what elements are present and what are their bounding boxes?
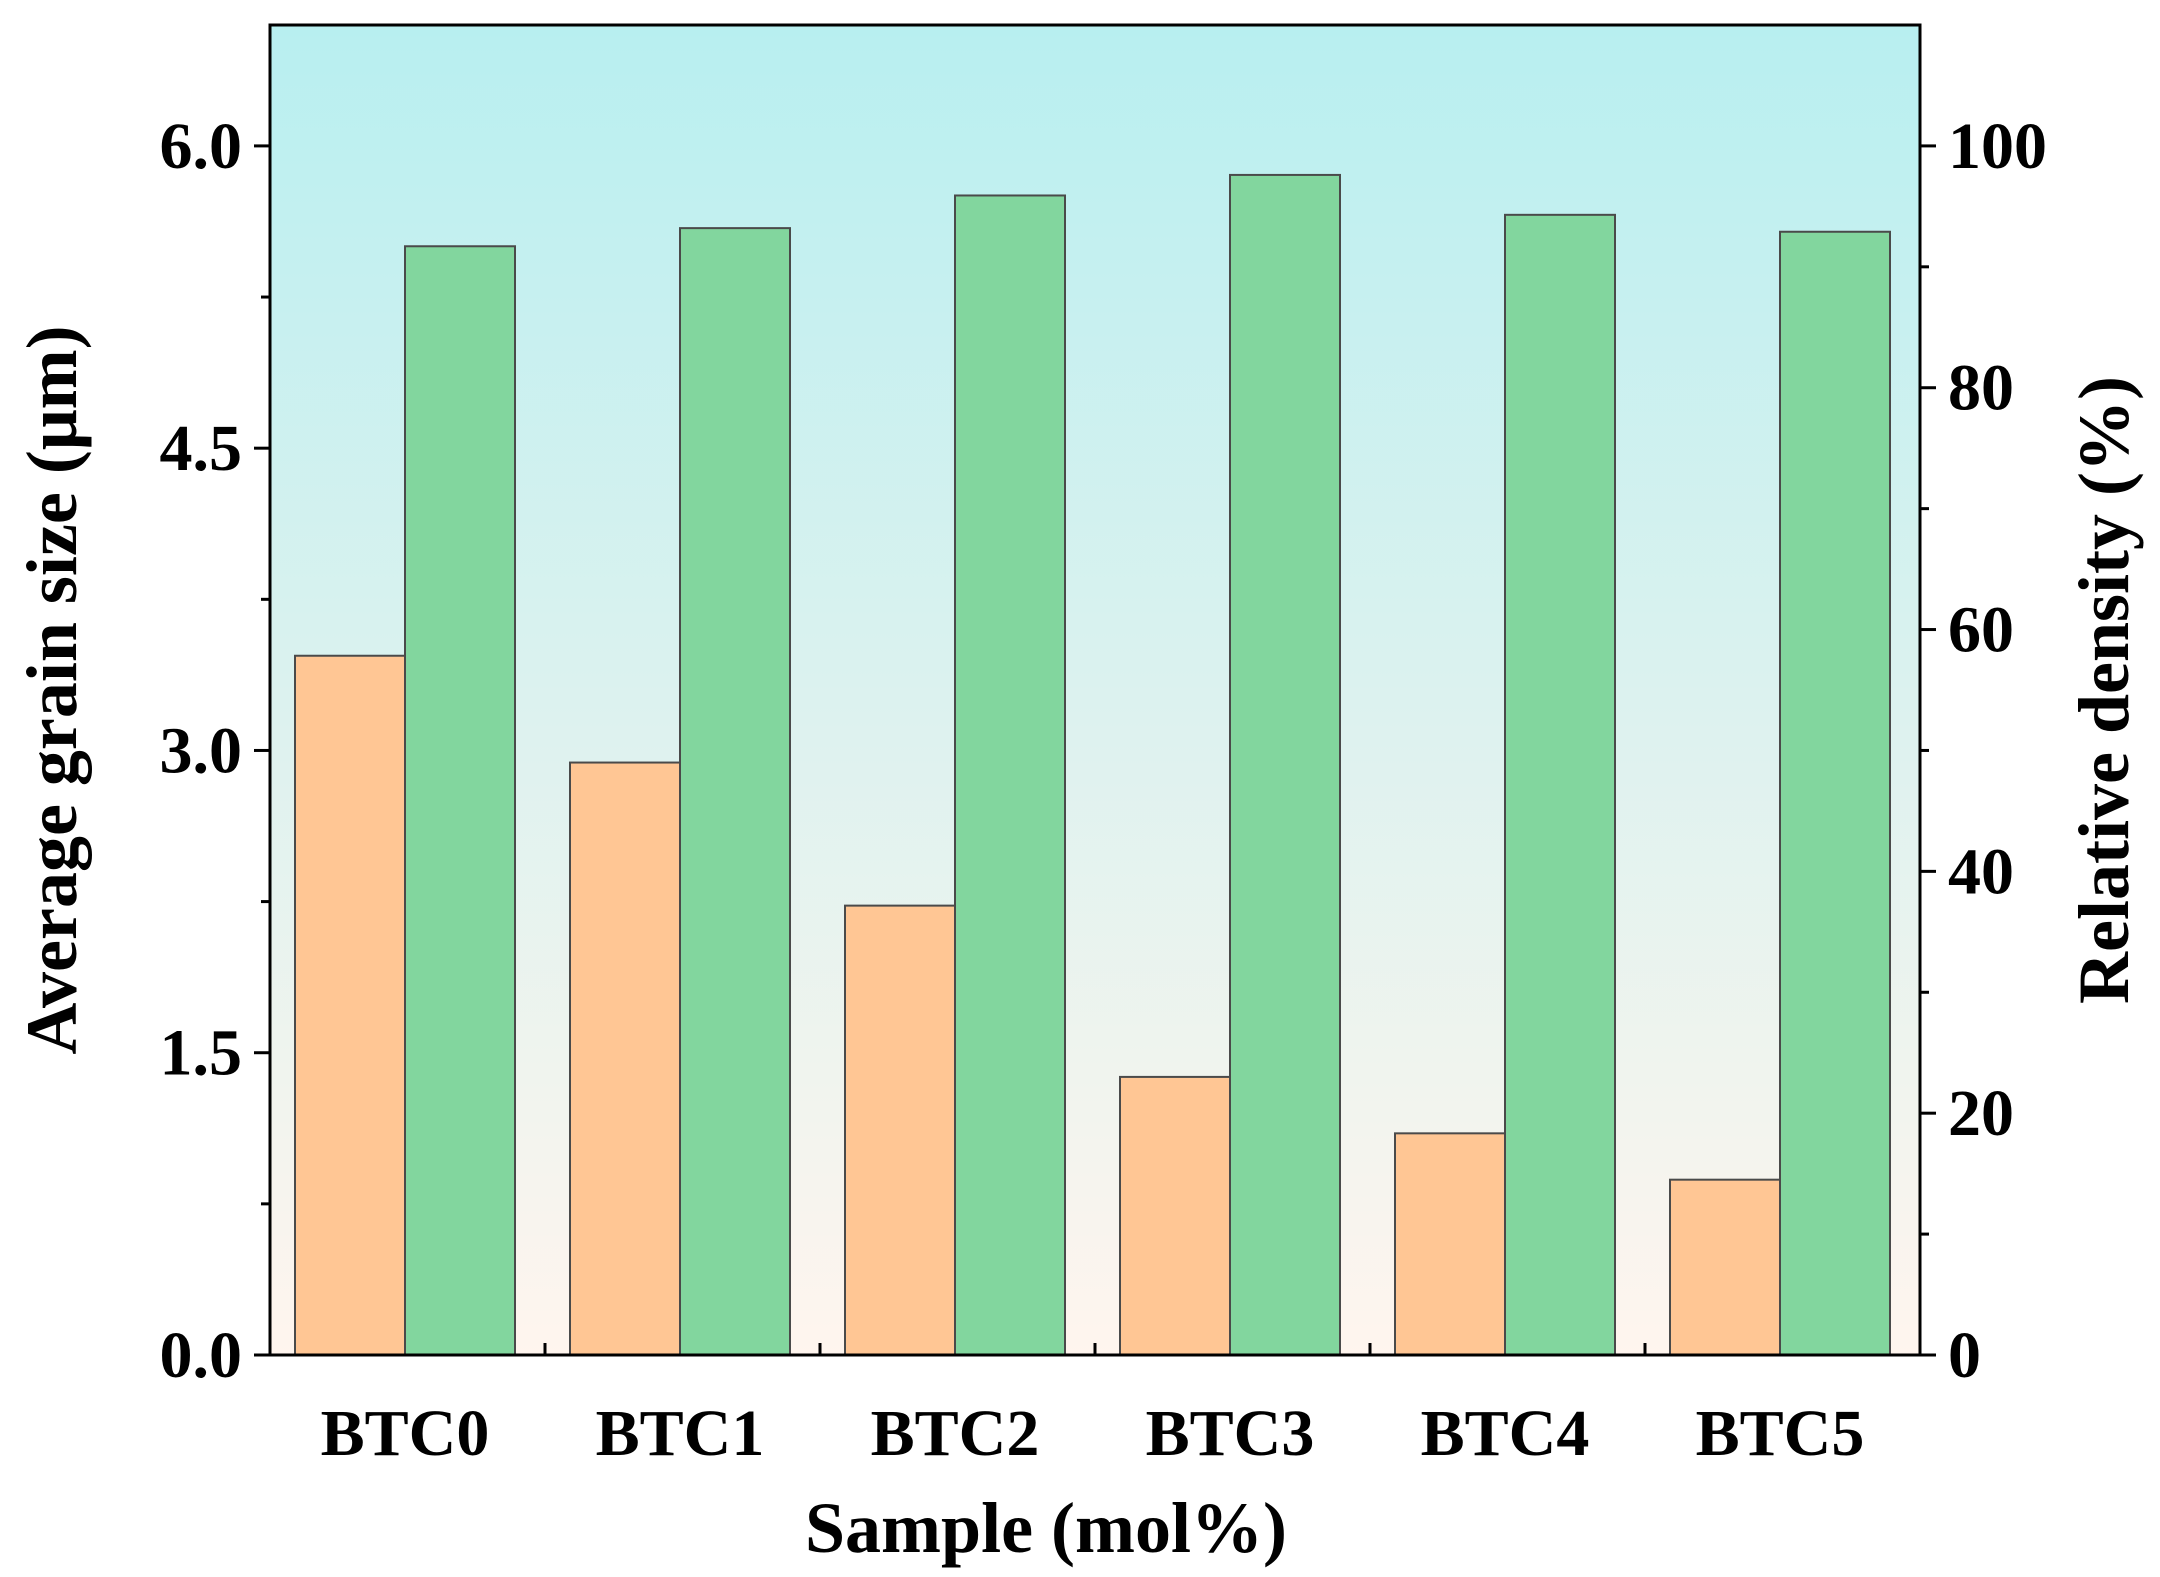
right-y-tick-label: 100 bbox=[1948, 110, 2047, 183]
left-y-tick-label: 1.5 bbox=[160, 1017, 243, 1090]
left-y-tick-label: 0.0 bbox=[160, 1319, 243, 1392]
right-y-tick-label: 60 bbox=[1948, 594, 2014, 667]
bar-btc1-grain-size bbox=[569, 761, 681, 1356]
bar-btc4-grain-size bbox=[1394, 1132, 1506, 1357]
bar-btc5-relative-density bbox=[1779, 230, 1891, 1357]
right-y-tick-label: 40 bbox=[1948, 835, 2014, 908]
x-axis-label: Sample (mol%) bbox=[805, 1488, 1287, 1568]
x-tick-label: BTC1 bbox=[596, 1397, 765, 1470]
right-y-tick-label: 20 bbox=[1948, 1077, 2014, 1150]
bar-btc4-relative-density bbox=[1504, 213, 1616, 1356]
left-y-tick-label: 3.0 bbox=[160, 714, 243, 787]
left-y-axis-label: Average grain size (μm) bbox=[12, 325, 92, 1054]
bar-btc5-grain-size bbox=[1669, 1178, 1781, 1356]
bar-btc2-grain-size bbox=[844, 904, 956, 1356]
bar-btc0-relative-density bbox=[404, 245, 516, 1356]
plot-background bbox=[270, 25, 1920, 1355]
bar-btc1-relative-density bbox=[679, 227, 791, 1356]
bar-btc2-relative-density bbox=[954, 194, 1066, 1356]
left-y-tick-label: 6.0 bbox=[160, 110, 243, 183]
x-tick-label: BTC2 bbox=[871, 1397, 1040, 1470]
bar-btc0-grain-size bbox=[294, 654, 406, 1356]
right-y-tick-label: 80 bbox=[1948, 352, 2014, 425]
x-tick-label: BTC0 bbox=[321, 1397, 490, 1470]
bar-btc3-grain-size bbox=[1119, 1075, 1231, 1356]
ticks-layer: BTC0 BTC1 BTC2 BTC3 BTC4 BTC5 0.0 1.5 3.0 4.5 6.0 0… bbox=[160, 110, 2048, 1470]
x-tick-label: BTC5 bbox=[1696, 1397, 1865, 1470]
x-tick-label: BTC3 bbox=[1146, 1397, 1315, 1470]
left-y-tick-label: 4.5 bbox=[160, 412, 243, 485]
bars-layer bbox=[294, 173, 1891, 1357]
right-y-axis-label: Relative density (%) bbox=[2064, 376, 2144, 1004]
x-tick-label: BTC4 bbox=[1421, 1397, 1590, 1470]
bar-btc3-relative-density bbox=[1229, 173, 1341, 1357]
right-y-tick-label: 0 bbox=[1948, 1319, 1981, 1392]
